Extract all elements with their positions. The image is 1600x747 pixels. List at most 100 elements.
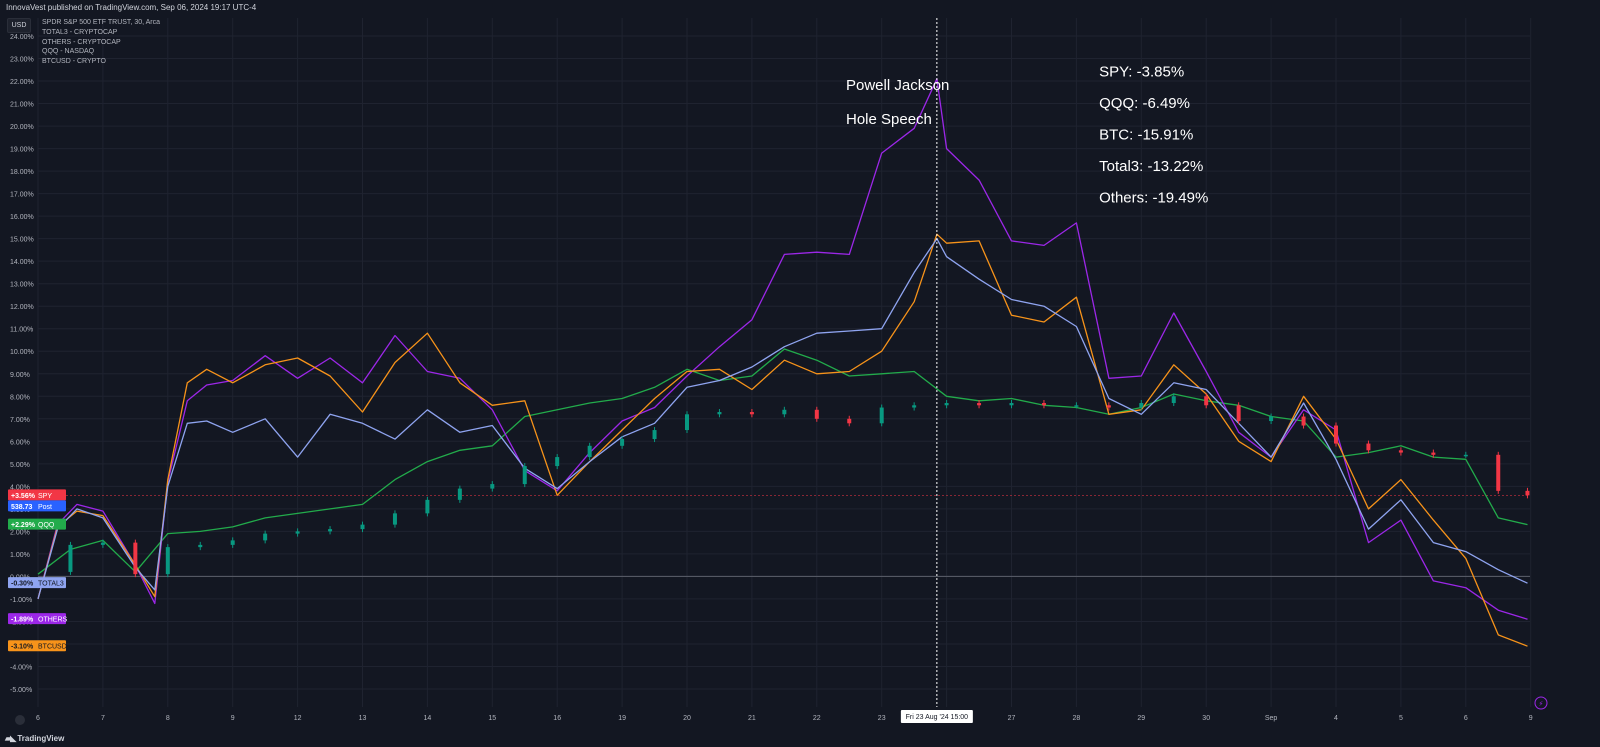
spy-candle — [977, 403, 982, 406]
series-legend: SPDR S&P 500 ETF TRUST, 30, Arca TOTAL3 … — [42, 18, 160, 67]
crosshair-date-label: Fri 23 Aug '24 15:00 — [906, 714, 969, 721]
x-tick-label: 8 — [166, 715, 170, 722]
badge-btcusd: -3.10% BTCUSD — [8, 640, 67, 652]
badge-total3: -0.30% TOTAL3 — [8, 577, 66, 589]
y-tick-label: 5.00% — [10, 462, 30, 469]
badge-bg — [8, 518, 66, 530]
chart-annotation: Others: -19.49% — [1099, 190, 1208, 207]
badge-symbol: OTHERS — [38, 617, 68, 624]
spy-candle — [100, 542, 105, 545]
spy-candle — [1041, 403, 1046, 406]
y-tick-label: 1.00% — [10, 552, 30, 559]
spy-candle — [652, 430, 657, 440]
tradingview-footer[interactable]: ▰◣ TradingView — [5, 734, 64, 743]
y-tick-label: 7.00% — [10, 417, 30, 424]
chart-annotation: Hole Speech — [846, 111, 932, 128]
x-tick-label: 23 — [878, 715, 886, 722]
spy-candle — [555, 457, 560, 467]
publication-header: InnovaVest published on TradingView.com,… — [6, 3, 257, 12]
spy-candle — [68, 544, 73, 572]
spy-candle — [847, 418, 852, 424]
y-tick-label: -5.00% — [10, 687, 32, 694]
y-tick-label: 17.00% — [10, 192, 34, 199]
x-tick-label: Sep — [1265, 715, 1278, 722]
spy-candle — [1431, 452, 1436, 455]
badge-value: +3.56% — [11, 493, 36, 500]
x-tick-label: 4 — [1334, 715, 1338, 722]
spy-candle — [1301, 416, 1306, 426]
spy-candle — [392, 513, 397, 525]
spy-candle — [230, 540, 235, 545]
spy-candle — [328, 529, 333, 532]
x-tick-label: 12 — [294, 715, 302, 722]
spy-candle — [165, 547, 170, 575]
crosshair-date-box — [900, 710, 973, 723]
spy-candle — [1366, 443, 1371, 451]
legend-item-total3[interactable]: TOTAL3 - CRYPTOCAP — [42, 28, 118, 36]
spy-candle — [1334, 425, 1338, 444]
spy-candle — [1139, 403, 1144, 408]
badge-value: 538.73 — [11, 504, 33, 511]
chart-annotation: BTC: -15.91% — [1099, 127, 1193, 144]
x-tick-label: 20 — [683, 715, 691, 722]
spy-candle — [522, 466, 527, 485]
y-tick-label: 6.00% — [10, 439, 30, 446]
y-tick-label: 4.00% — [10, 484, 30, 491]
y-tick-label: 24.00% — [10, 34, 34, 41]
spy-candle — [1171, 396, 1176, 404]
y-tick-label: 18.00% — [10, 169, 34, 176]
spy-candle — [1236, 405, 1241, 422]
spy-candle — [1074, 405, 1079, 407]
spy-candle — [133, 542, 138, 575]
y-tick-label: 16.00% — [10, 214, 34, 221]
x-tick-label: 16 — [553, 715, 561, 722]
badge-value: -3.10% — [11, 644, 34, 651]
y-tick-label: 9.00% — [10, 372, 30, 379]
badge-symbol: TOTAL3 — [38, 581, 64, 588]
lightning-icon-glyph: ⚡ — [1539, 700, 1544, 708]
spy-candle — [912, 405, 917, 408]
x-tick-label: 30 — [1202, 715, 1210, 722]
x-tick-label: 9 — [231, 715, 235, 722]
tradingview-brand: TradingView — [17, 734, 65, 743]
spy-candle — [717, 412, 722, 415]
spy-candle — [587, 445, 592, 458]
series-line-btcusd — [37, 233, 1528, 647]
spy-candle — [879, 407, 884, 424]
y-tick-label: 23.00% — [10, 57, 34, 64]
badge-qqq: +2.29% QQQ — [8, 518, 66, 530]
spy-candle — [1398, 450, 1403, 453]
spy-candle — [1106, 405, 1111, 408]
x-tick-label: 21 — [748, 715, 756, 722]
y-tick-label: 2.00% — [10, 529, 30, 536]
x-tick-label: 13 — [359, 715, 367, 722]
currency-button[interactable]: USD — [7, 18, 31, 33]
spy-candle — [1496, 454, 1501, 491]
badge-bg — [8, 500, 66, 512]
lightning-icon-ring — [1534, 696, 1548, 710]
x-tick-label: 6 — [1464, 715, 1468, 722]
chart-annotation: Total3: -13.22% — [1099, 158, 1203, 175]
spy-candles — [68, 393, 1530, 578]
legend-item-btcusd[interactable]: BTCUSD - CRYPTO — [42, 58, 106, 66]
legend-item-spy[interactable]: SPDR S&P 500 ETF TRUST, 30, Arca — [42, 19, 161, 26]
y-tick-label: -1.00% — [10, 597, 32, 604]
spy-candle — [490, 484, 495, 489]
x-tick-label: 7 — [101, 715, 105, 722]
y-tick-label: 12.00% — [10, 304, 34, 311]
legend-item-others[interactable]: OTHERS - CRYPTOCAP — [42, 38, 121, 46]
badge-spy-post: 538.73 Post — [8, 500, 66, 512]
spy-candle — [1463, 454, 1468, 457]
lightning-icon[interactable]: ⚡ — [1534, 696, 1548, 710]
x-tick-label: 15 — [488, 715, 496, 722]
series-line-qqq — [37, 348, 1528, 575]
badge-value: +2.29% — [11, 522, 36, 529]
spy-candle — [944, 403, 949, 406]
spy-candle — [1525, 490, 1530, 496]
legend-item-qqq[interactable]: QQQ - NASDAQ — [42, 48, 95, 56]
badge-bg — [8, 577, 66, 589]
spy-candle — [1204, 396, 1209, 406]
tradingview-logo-icon: ▰◣ — [5, 734, 16, 743]
chart-annotation: SPY: -3.85% — [1099, 64, 1184, 81]
